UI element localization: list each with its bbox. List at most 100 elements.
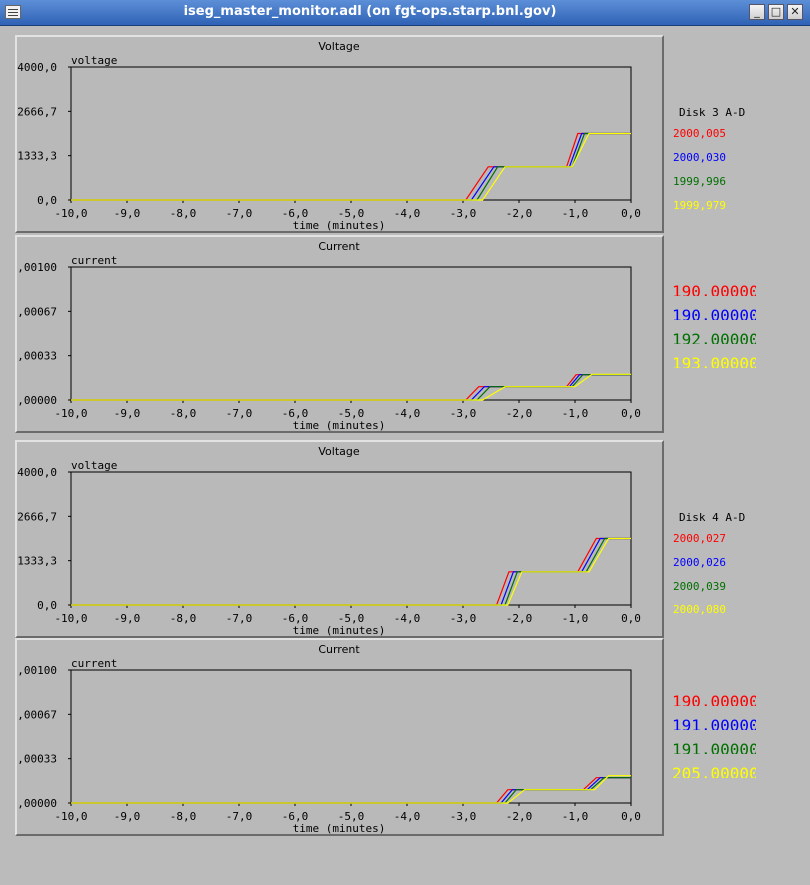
plot-frame [70, 66, 632, 201]
x-tick-label: -10,0 [54, 612, 87, 625]
x-tick-label: -10,0 [54, 810, 87, 823]
y-tick-label: 4000,0 [17, 466, 57, 479]
x-tick-label: 0,0 [621, 612, 641, 625]
x-tick-label: -1,0 [562, 810, 589, 823]
disk4-current-d: 205,000000e-06 [672, 764, 756, 778]
x-tick-label: -9,0 [114, 612, 141, 625]
disk3-voltage-chart: Voltage voltage time (minutes) -10,0 -9,0 -8,… [15, 35, 664, 233]
disk3-current-b: 190,000000e-06 [672, 306, 756, 320]
x-tick-label: -9,0 [114, 810, 141, 823]
series-line-1 [71, 777, 631, 804]
disk4-voltage-d: 2000,080 [673, 603, 726, 616]
series-line-2 [71, 777, 631, 804]
chart-title: Voltage [318, 445, 359, 458]
plot-frame [70, 669, 632, 804]
y-tick-label: ,00067 [17, 708, 57, 721]
disk4-current-chart: Current current time (minutes) -10,0 -9,0 -8,… [15, 638, 664, 836]
x-tick-label: -8,0 [170, 810, 197, 823]
y-tick-label: ,00067 [17, 305, 57, 318]
disk3-current-a: 190,000000e-06 [672, 282, 756, 296]
x-tick-label: -7,0 [226, 810, 253, 823]
disk4-current-a: 190,000000e-06 [672, 692, 756, 706]
x-tick-label: -7,0 [226, 407, 253, 420]
x-tick-label: -9,0 [114, 407, 141, 420]
disk4-current-c-box: 191,000000e-06 [672, 740, 756, 754]
y-tick-label: 2666,7 [17, 105, 57, 118]
disk3-voltage-b: 2000,030 [673, 151, 726, 164]
plot-frame [70, 471, 632, 606]
x-tick-label: -6,0 [282, 612, 309, 625]
y-tick-label: ,00000 [17, 394, 57, 407]
y-axis-label: voltage [71, 54, 117, 67]
disk4-voltage-chart: Voltage voltage time (minutes) -10,0 -9,0 -8,… [15, 440, 664, 638]
x-tick-label: -2,0 [506, 207, 533, 220]
disk4-voltage-b: 2000,026 [673, 556, 726, 569]
series-line-0 [71, 374, 631, 401]
series-line-1 [71, 374, 631, 401]
disk4-current-plot: Current current time (minutes) -10,0 -9,0 -8,… [17, 643, 641, 835]
y-tick-label: 2666,7 [17, 510, 57, 523]
disk3-header: Disk 3 A-D [679, 106, 746, 119]
disk3-voltage-d: 1999,979 [673, 199, 726, 212]
y-axis-label: current [71, 254, 117, 267]
x-tick-label: -5,0 [338, 207, 365, 220]
x-tick-label: -1,0 [562, 612, 589, 625]
x-tick-label: -10,0 [54, 207, 87, 220]
x-axis-label: time (minutes) [293, 624, 386, 637]
x-tick-label: 0,0 [621, 407, 641, 420]
disk4-current-c: 191,000000e-06 [672, 740, 756, 754]
disk4-header: Disk 4 A-D [679, 511, 746, 524]
series-line-3 [71, 537, 631, 606]
disk3-voltage-a: 2000,005 [673, 127, 726, 140]
x-tick-label: -5,0 [338, 612, 365, 625]
minimize-button[interactable]: _ [749, 4, 765, 20]
y-tick-label: ,00100 [17, 261, 57, 274]
x-tick-label: 0,0 [621, 810, 641, 823]
disk3-voltage-c: 1999,996 [673, 175, 726, 188]
disk4-current-b: 191,000000e-06 [672, 716, 756, 730]
y-tick-label: ,00033 [17, 350, 57, 363]
disk4-current-b-box: 191,000000e-06 [672, 716, 756, 730]
disk3-current-d: 193,000000e-06 [672, 354, 756, 368]
y-axis-label: current [71, 657, 117, 670]
x-tick-label: -7,0 [226, 612, 253, 625]
x-tick-label: -7,0 [226, 207, 253, 220]
window-titlebar[interactable]: iseg_master_monitor.adl (on fgt-ops.star… [0, 0, 810, 26]
x-tick-label: -8,0 [170, 407, 197, 420]
x-tick-label: -3,0 [450, 407, 477, 420]
plot-frame [70, 266, 632, 401]
disk4-current-d-box: 205,000000e-06 [672, 764, 756, 778]
y-tick-label: 1333,3 [17, 150, 57, 163]
disk3-current-b-box: 190,000000e-06 [672, 306, 756, 320]
x-tick-label: -9,0 [114, 207, 141, 220]
window-menu-icon[interactable] [5, 5, 21, 19]
maximize-button[interactable]: □ [768, 4, 784, 20]
disk3-voltage-plot: Voltage voltage time (minutes) -10,0 -9,0 -8,… [17, 40, 641, 232]
y-tick-label: 4000,0 [17, 61, 57, 74]
y-axis-label: voltage [71, 459, 117, 472]
x-tick-label: -2,0 [506, 612, 533, 625]
y-tick-label: 1333,3 [17, 555, 57, 568]
x-tick-label: -10,0 [54, 407, 87, 420]
x-tick-label: -6,0 [282, 407, 309, 420]
y-tick-label: 0,0 [37, 599, 57, 612]
x-tick-label: -3,0 [450, 207, 477, 220]
x-tick-label: -2,0 [506, 407, 533, 420]
chart-title: Current [318, 643, 360, 656]
series-line-3 [71, 775, 631, 804]
disk3-current-a-box: 190,000000e-06 [672, 282, 756, 296]
y-tick-label: ,00033 [17, 753, 57, 766]
x-tick-label: -5,0 [338, 810, 365, 823]
x-tick-label: -8,0 [170, 207, 197, 220]
disk3-current-chart: Current current time (minutes) -10,0 -9,0 -8,… [15, 235, 664, 433]
disk3-current-plot: Current current time (minutes) -10,0 -9,0 -8,… [17, 240, 641, 432]
series-line-3 [71, 132, 631, 201]
x-tick-label: -5,0 [338, 407, 365, 420]
x-tick-label: -3,0 [450, 810, 477, 823]
x-tick-label: -4,0 [394, 207, 421, 220]
y-tick-label: ,00100 [17, 664, 57, 677]
chart-title: Current [318, 240, 360, 253]
x-tick-label: -8,0 [170, 612, 197, 625]
disk3-current-c-box: 192,000000e-06 [672, 330, 756, 344]
close-button[interactable]: ✕ [787, 4, 803, 20]
